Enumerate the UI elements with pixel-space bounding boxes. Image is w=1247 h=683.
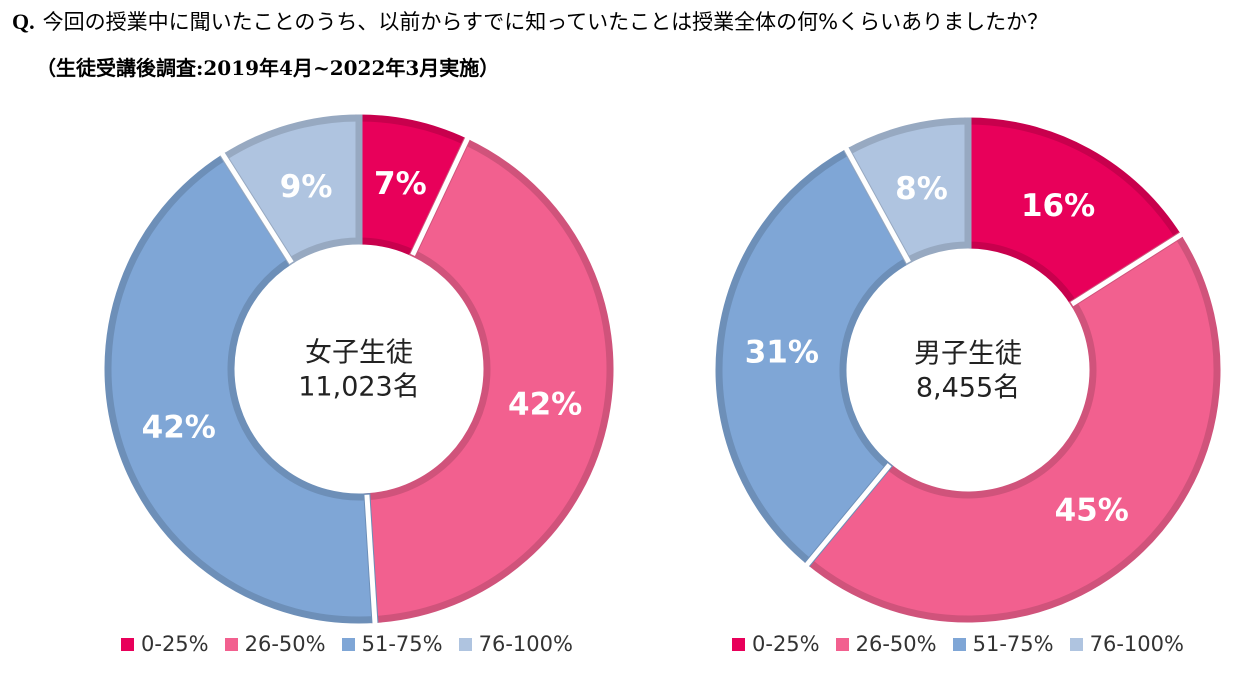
- slice-separator: [364, 494, 378, 624]
- slice-separator: [220, 152, 294, 264]
- donut-slice-76-100%: [843, 117, 972, 266]
- donut-slice-26-50%: [804, 231, 1221, 623]
- slice-separator: [804, 463, 892, 567]
- legend-swatch: [224, 637, 238, 651]
- center-label-count: 11,023名: [298, 372, 419, 403]
- question-title: Q. 今回の授業中に聞いたことのうち、以前からすでに知っていたことは授業全体の何%…: [12, 6, 1048, 36]
- question-prefix: Q.: [12, 9, 35, 34]
- legend-swatch: [732, 637, 745, 651]
- donut-slice-51-75%: [715, 147, 913, 567]
- legend-label: 76-100%: [478, 632, 573, 656]
- legend-label: 0-25%: [752, 632, 820, 656]
- legend-female: 0-25% 26-50% 51-75% 76-100%: [121, 632, 573, 656]
- center-label-group: 男子生徒: [914, 339, 1022, 370]
- center-label-group: 女子生徒: [305, 338, 413, 369]
- slice-label-51-75%: 31%: [745, 334, 819, 370]
- donut-slice-51-75%: [104, 152, 379, 624]
- legend-item-26-50%: 26-50%: [224, 632, 326, 656]
- legend-label: 51-75%: [361, 632, 443, 656]
- legend-item-0-25%: 0-25%: [121, 632, 209, 656]
- legend-swatch: [952, 637, 966, 651]
- legend-label: 51-75%: [972, 632, 1054, 656]
- center-label-count: 8,455名: [916, 373, 1020, 404]
- legend-item-76-100%: 76-100%: [1069, 632, 1184, 656]
- legend-swatch: [1069, 637, 1083, 651]
- legend-swatch: [341, 637, 355, 651]
- legend-label: 76-100%: [1089, 632, 1184, 656]
- question-text: 今回の授業中に聞いたことのうち、以前からすでに知っていたことは授業全体の何%くら…: [42, 10, 1049, 34]
- legend-item-0-25%: 0-25%: [732, 632, 820, 656]
- legend-swatch: [458, 637, 472, 651]
- legend-item-26-50%: 26-50%: [835, 632, 937, 656]
- slice-label-26-50%: 45%: [1055, 492, 1129, 528]
- legend-item-76-100%: 76-100%: [458, 632, 573, 656]
- slice-label-76-100%: 9%: [280, 169, 333, 205]
- donut-slice-0-25%: [964, 117, 1184, 308]
- slice-label-51-75%: 42%: [142, 410, 216, 446]
- donut-slice-76-100%: [219, 114, 363, 266]
- legend-label: 26-50%: [244, 632, 326, 656]
- donut-slice-26-50%: [363, 137, 614, 624]
- legend-swatch: [835, 637, 849, 651]
- slice-separator: [410, 137, 470, 257]
- slice-label-0-25%: 7%: [374, 166, 427, 202]
- slice-separator: [843, 147, 911, 264]
- legend-item-51-75%: 51-75%: [952, 632, 1054, 656]
- slice-label-76-100%: 8%: [895, 171, 948, 207]
- legend-label: 0-25%: [141, 632, 209, 656]
- legend-swatch: [121, 637, 134, 651]
- survey-subtitle: （生徒受講後調査:2019年4月~2022年3月実施）: [36, 56, 500, 80]
- slice-separator: [1070, 232, 1183, 307]
- slice-label-0-25%: 16%: [1021, 188, 1095, 224]
- legend-item-51-75%: 51-75%: [341, 632, 443, 656]
- legend-male: 0-25% 26-50% 51-75% 76-100%: [732, 632, 1184, 656]
- slice-label-26-50%: 42%: [508, 387, 582, 423]
- legend-label: 26-50%: [855, 632, 937, 656]
